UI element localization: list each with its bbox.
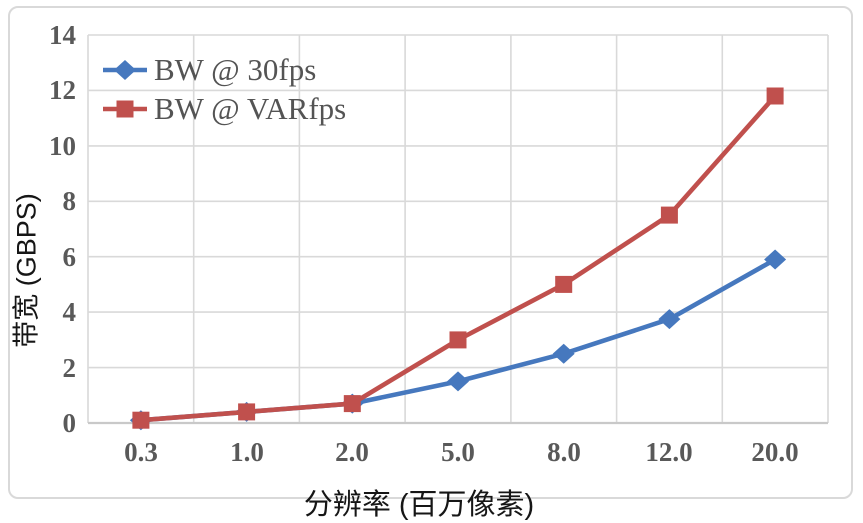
x-tick-label: 5.0 [441, 437, 475, 467]
legend-item-bw-30fps: BW @ 30fps [101, 51, 346, 88]
data-point-bw-varfps [132, 411, 150, 429]
legend-marker-square-icon [103, 100, 147, 117]
legend-label: BW @ 30fps [154, 52, 317, 87]
data-point-bw-varfps [766, 87, 784, 105]
y-tick-label: 2 [62, 353, 77, 383]
data-point-bw-varfps [449, 331, 467, 349]
legend-item-bw-varfps: BW @ VARfps [101, 90, 346, 127]
data-point-bw-varfps [343, 395, 361, 413]
y-tick-label: 10 [49, 131, 76, 161]
x-tick-label: 1.0 [230, 437, 264, 467]
x-axis-title: 分辨率 (百万像素) [303, 489, 535, 521]
y-tick-label: 8 [62, 186, 77, 216]
y-tick-label: 4 [62, 297, 77, 327]
legend: BW @ 30fps BW @ VARfps [101, 51, 346, 127]
x-tick-label: 12.0 [645, 437, 693, 467]
y-axis-title: 带宽 (GBPS) [11, 193, 42, 348]
data-point-bw-30fps [658, 309, 681, 330]
x-tick-label: 20.0 [751, 437, 799, 467]
x-tick-label: 0.3 [124, 437, 158, 467]
data-point-bw-30fps [552, 343, 575, 364]
y-tick-label: 14 [49, 20, 76, 50]
data-point-bw-varfps [660, 206, 678, 224]
data-point-bw-30fps [764, 249, 787, 270]
y-tick-label: 12 [49, 75, 76, 105]
data-point-bw-varfps [238, 403, 256, 421]
legend-label: BW @ VARfps [154, 91, 347, 126]
data-point-bw-30fps [447, 371, 469, 392]
y-tick-label: 6 [62, 242, 77, 272]
legend-marker-diamond-icon [103, 59, 147, 80]
y-tick-label: 0 [62, 408, 77, 438]
x-tick-label: 8.0 [547, 437, 581, 467]
x-tick-label: 2.0 [335, 437, 369, 467]
data-point-bw-varfps [555, 275, 573, 293]
